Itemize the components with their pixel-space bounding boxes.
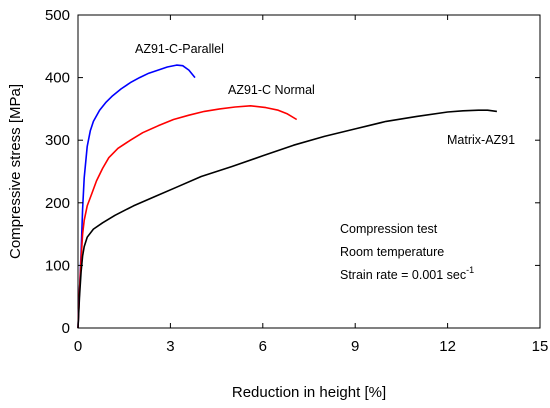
annotation-temperature: Room temperature: [340, 245, 444, 259]
y-tick-label: 300: [45, 132, 70, 149]
annotation-strain-rate: Strain rate = 0.001 sec-1: [340, 265, 474, 282]
annotation-strain-rate-exponent: -1: [466, 265, 474, 275]
x-tick-label: 12: [439, 338, 456, 355]
series-line-matrix-az91: [77, 109, 498, 329]
x-tick-label: 6: [259, 338, 267, 355]
series-label: AZ91-C-Parallel: [135, 42, 224, 56]
x-tick-label: 0: [74, 338, 82, 355]
series-line-az91-c-normal: [77, 105, 298, 329]
x-tick-label: 15: [532, 338, 549, 355]
series-line-az91-c-parallel: [77, 64, 196, 329]
x-axis-label: Reduction in height [%]: [232, 384, 386, 401]
annotation-test-type: Compression test: [340, 222, 438, 236]
y-tick-label: 200: [45, 195, 70, 212]
x-tick-label: 3: [166, 338, 174, 355]
y-tick-label: 400: [45, 70, 70, 87]
y-tick-label: 0: [62, 320, 70, 337]
series-label: AZ91-C Normal: [228, 83, 315, 97]
y-tick-label: 100: [45, 257, 70, 274]
annotation-strain-rate-text: Strain rate = 0.001 sec: [340, 268, 466, 282]
plot-frame: [77, 14, 541, 329]
series-label: Matrix-AZ91: [447, 133, 515, 147]
x-tick-label: 9: [351, 338, 359, 355]
y-axis-label: Compressive stress [MPa]: [7, 84, 24, 259]
y-tick-label: 500: [45, 7, 70, 24]
